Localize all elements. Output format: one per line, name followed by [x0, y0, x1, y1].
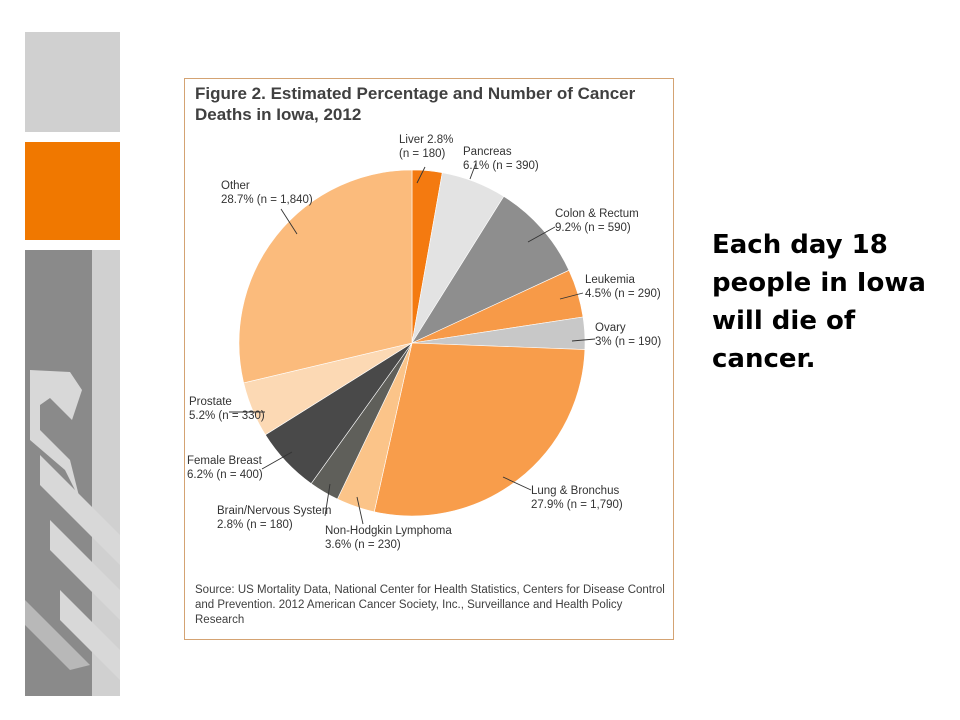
pie-slice-lung-bronchus	[373, 342, 586, 517]
headline: Each day 18 people in Iowa will die of c…	[712, 230, 926, 374]
slice-label-brain-nervous-system: Brain/Nervous System 2.8% (n = 180)	[217, 505, 331, 531]
leader-line-pancreas	[469, 162, 477, 180]
slice-label-pancreas: Pancreas 6.1% (n = 390)	[463, 146, 539, 172]
panel-stripe	[92, 250, 120, 696]
pattern-stripe	[50, 520, 120, 620]
leader-line-female-breast	[261, 451, 293, 470]
side-decoration	[25, 32, 120, 696]
leader-line-leukemia	[559, 292, 584, 300]
slice-label-non-hodgkin-lymphoma: Non-Hodgkin Lymphoma 3.6% (n = 230)	[325, 525, 452, 551]
leader-line-lung-bronchus	[502, 476, 532, 491]
leader-line-non-hodgkin-lymphoma	[356, 496, 364, 525]
slice-label-leukemia: Leukemia 4.5% (n = 290)	[585, 274, 661, 300]
pattern-stripe	[40, 455, 120, 565]
source-note: Source: US Mortality Data, National Cent…	[195, 584, 665, 626]
pie-chart: Liver 2.8% (n = 180) Pancreas 6.1% (n = 390…	[187, 134, 661, 551]
pattern-stripe	[25, 600, 90, 670]
pattern-stripe	[60, 590, 120, 680]
leader-line-colon-rectum	[527, 226, 556, 243]
slice-label-lung-bronchus: Lung & Bronchus 27.9% (n = 1,790)	[531, 485, 623, 511]
slice-label-liver: Liver 2.8% (n = 180)	[399, 134, 453, 160]
leader-line-brain-nervous-system	[324, 483, 331, 517]
pie-slice-colon-rectum	[411, 195, 570, 344]
slice-label-colon-rectum: Colon & Rectum 9.2% (n = 590)	[555, 208, 639, 234]
gray-block	[25, 32, 120, 132]
slice-label-prostate: Prostate 5.2% (n = 330)	[189, 396, 265, 422]
pattern-shape	[30, 370, 82, 500]
pie-slice-other	[238, 169, 413, 384]
leader-line-ovary	[571, 338, 596, 342]
leader-line-liver	[416, 166, 426, 184]
orange-block	[25, 142, 120, 240]
leader-line-other	[280, 208, 298, 235]
figure-panel: Liver 2.8% (n = 180) Pancreas 6.1% (n = 390…	[184, 78, 674, 640]
slice-label-other: Other 28.7% (n = 1,840)	[221, 180, 313, 206]
figure-title: Figure 2. Estimated Percentage and Numbe…	[195, 84, 636, 124]
slice-label-female-breast: Female Breast 6.2% (n = 400)	[187, 455, 263, 481]
slice-label-ovary: Ovary 3% (n = 190)	[595, 322, 661, 348]
